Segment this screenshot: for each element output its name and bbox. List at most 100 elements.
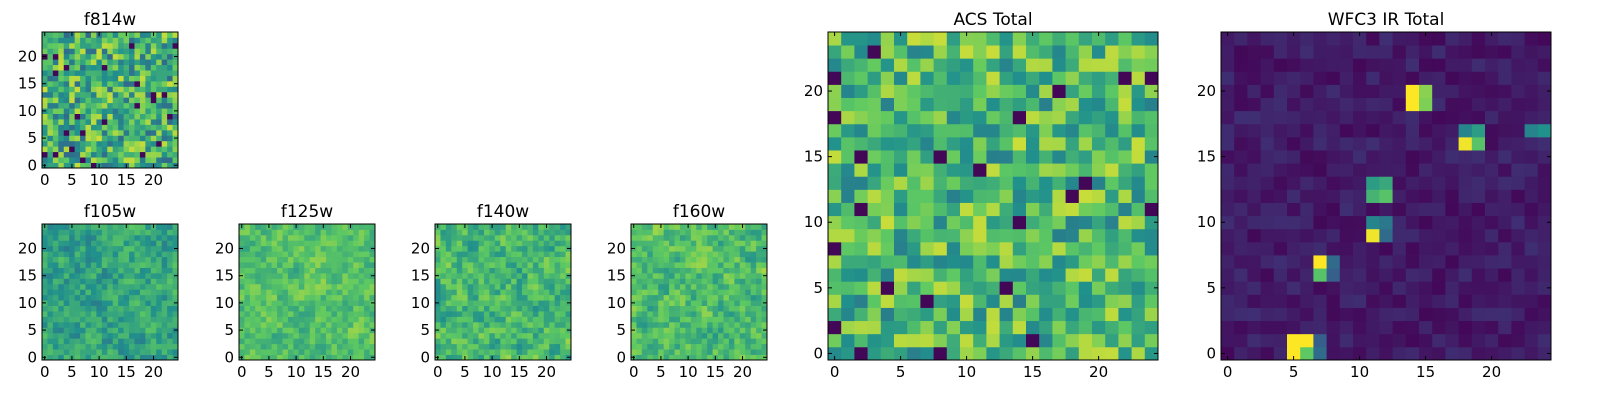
heatmap-cell — [999, 281, 1014, 295]
heatmap-cell — [255, 278, 262, 285]
heatmap-cell — [167, 251, 173, 258]
heatmap-cell — [331, 278, 338, 285]
heatmap-cell — [320, 321, 327, 328]
heatmap-cell — [123, 240, 130, 247]
heatmap-cell — [74, 354, 81, 361]
heatmap-cell — [69, 256, 76, 263]
heatmap-cell — [63, 305, 70, 312]
heatmap-cell — [1445, 215, 1459, 230]
heatmap-cell — [745, 316, 752, 323]
heatmap-cell — [96, 102, 103, 109]
heatmap-cell — [347, 229, 354, 236]
heatmap-cell — [63, 53, 70, 60]
heatmap-cell — [685, 262, 692, 268]
heatmap-cell — [761, 321, 768, 328]
heatmap-cell — [69, 151, 76, 158]
heatmap-cell — [58, 321, 65, 328]
heatmap-cell — [674, 316, 681, 323]
heatmap-cell — [1339, 45, 1354, 59]
heatmap-cell — [1105, 255, 1119, 269]
heatmap-cell — [728, 245, 735, 252]
heatmap-cell — [1026, 189, 1040, 203]
heatmap-cell — [511, 267, 517, 274]
heatmap-cell — [511, 240, 517, 247]
heatmap-cell — [986, 215, 1000, 230]
heatmap-cell — [80, 256, 86, 263]
heatmap-cell — [505, 311, 512, 317]
heatmap-cell — [478, 262, 485, 268]
heatmap-cell — [1458, 110, 1473, 125]
heatmap-cell — [1026, 110, 1040, 125]
heatmap-cell — [101, 251, 108, 258]
heatmap-cell — [1379, 45, 1393, 59]
heatmap-cell — [1326, 84, 1341, 98]
heatmap-cell — [435, 349, 441, 355]
heatmap-cell — [538, 240, 545, 247]
heatmap-cell — [451, 278, 458, 285]
heatmap-cell — [641, 332, 648, 339]
heatmap-cell — [658, 327, 665, 334]
heatmap-cell — [139, 86, 146, 93]
heatmap-cell — [920, 45, 934, 59]
heatmap-cell — [58, 262, 65, 268]
heatmap-cell — [342, 256, 349, 263]
heatmap-cell — [1300, 215, 1314, 230]
heatmap-cell — [161, 37, 168, 44]
heatmap-cell — [156, 311, 163, 317]
heatmap-cell — [139, 327, 146, 334]
heatmap-cell — [139, 224, 146, 230]
heatmap-cell — [1012, 32, 1027, 46]
heatmap-cell — [167, 245, 173, 252]
heatmap-cell — [1353, 346, 1367, 361]
heatmap-cell — [145, 234, 152, 241]
heatmap-cell — [167, 140, 173, 147]
heatmap-cell — [134, 349, 141, 355]
heatmap-cell — [1078, 294, 1093, 308]
heatmap-cell — [118, 278, 124, 285]
heatmap-cell — [156, 338, 163, 345]
heatmap-cell — [58, 135, 65, 142]
heatmap-cell — [543, 289, 550, 296]
heatmap-cell — [679, 354, 686, 361]
heatmap-cell — [1419, 97, 1433, 112]
heatmap-cell — [112, 234, 119, 241]
heatmap-cell — [641, 327, 648, 334]
heatmap-cell — [440, 278, 447, 285]
heatmap-cell — [112, 70, 119, 76]
heatmap-cell — [145, 59, 152, 66]
heatmap-cell — [118, 316, 124, 323]
heatmap-cell — [854, 255, 868, 269]
heatmap-cell — [538, 294, 545, 301]
heatmap-cell — [500, 294, 507, 301]
heatmap-cell — [549, 289, 556, 296]
heatmap-cell — [1392, 71, 1407, 85]
heatmap-cell — [150, 124, 157, 131]
heatmap-cell — [282, 343, 289, 350]
heatmap-cell — [1379, 307, 1393, 322]
heatmap-cell — [52, 300, 59, 306]
heatmap-cell — [287, 267, 294, 274]
heatmap-cell — [894, 241, 908, 256]
heatmap-cell — [511, 256, 517, 263]
heatmap-cell — [745, 234, 752, 241]
x-tick-label: 20 — [1089, 363, 1108, 381]
heatmap-cell — [358, 234, 365, 241]
heatmap-cell — [266, 294, 273, 301]
heatmap-cell — [90, 316, 97, 323]
heatmap-cell — [304, 267, 311, 274]
heatmap-cell — [1485, 294, 1499, 308]
heatmap-cell — [298, 321, 305, 328]
heatmap-cell — [538, 343, 545, 350]
heatmap-cell — [150, 151, 157, 158]
heatmap-cell — [854, 346, 868, 361]
heatmap-cell — [723, 305, 730, 312]
heatmap-cell — [456, 278, 463, 285]
heatmap-cell — [309, 343, 316, 350]
heatmap-cell — [1065, 320, 1080, 335]
heatmap-cell — [828, 110, 842, 125]
heatmap-cell — [80, 102, 86, 109]
heatmap-cell — [867, 32, 882, 46]
heatmap-cell — [685, 316, 692, 323]
heatmap-cell — [249, 245, 256, 252]
heatmap-cell — [42, 343, 48, 350]
